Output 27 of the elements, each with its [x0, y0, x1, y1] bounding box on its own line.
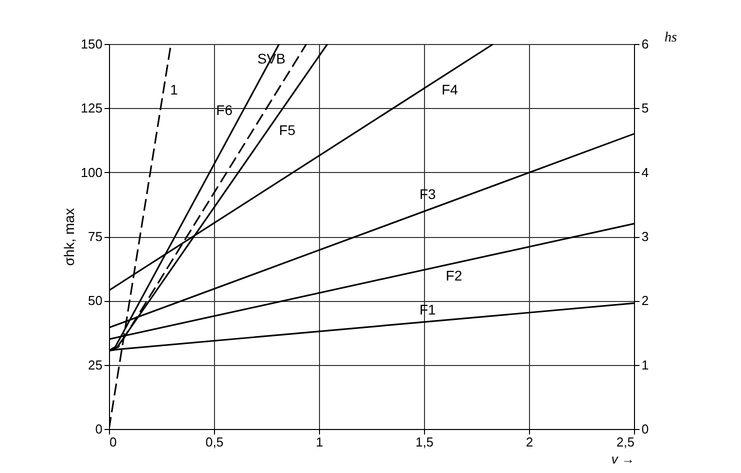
x-tick-label: 2,5	[616, 434, 634, 450]
y2-axis-title: hs	[664, 30, 678, 46]
annotation: F4	[442, 81, 458, 98]
annotation: F5	[279, 122, 296, 138]
annotation: F2	[446, 267, 462, 284]
x-tick-label: 2	[526, 434, 534, 450]
y-tick-label: 25	[88, 357, 102, 372]
annotation: 1	[170, 81, 178, 98]
y-tick-label: 100	[80, 164, 102, 180]
y-tick-label: 75	[88, 229, 102, 244]
y-axis-title: σhk, max	[60, 208, 77, 266]
y-tick-label: 0	[95, 422, 102, 436]
x-axis-title: v →	[611, 452, 634, 466]
y2-tick-label: 1	[642, 357, 649, 372]
x-tick-label: 0	[110, 434, 117, 450]
x-tick-label: 1	[316, 434, 324, 450]
y2-tick-label: 6	[642, 36, 649, 52]
y-tick-label: 125	[80, 100, 102, 116]
x-tick-label: 1,5	[415, 434, 434, 450]
y-tick-label: 50	[88, 293, 102, 308]
y2-tick-label: 2	[642, 293, 649, 308]
y2-tick-label: 3	[642, 229, 649, 244]
y2-tick-label: 0	[642, 422, 649, 436]
x-tick-label: 0,5	[205, 434, 224, 450]
y2-tick-label: 5	[642, 100, 649, 116]
y-tick-label: 150	[80, 36, 102, 52]
y2-tick-label: 4	[642, 164, 649, 180]
